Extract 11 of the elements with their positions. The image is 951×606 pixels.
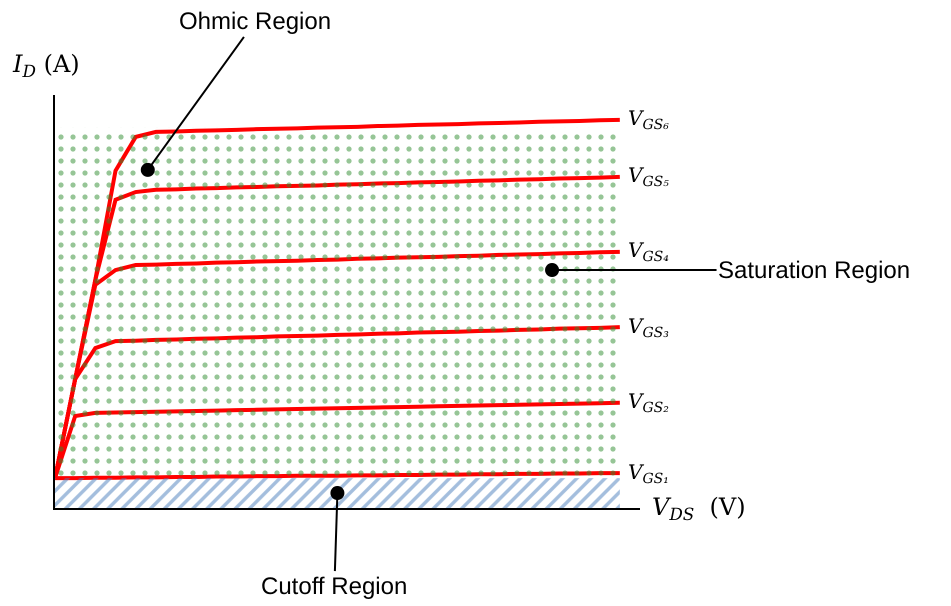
y-axis-title: I$_{D}$ (A)	[12, 50, 80, 82]
text: Ohmic Region	[179, 8, 332, 35]
series-label: V$_{GS₃}$	[628, 314, 670, 342]
band-label: Saturation Region	[718, 257, 910, 284]
band-label: Cutoff Region	[261, 573, 408, 600]
series-label: V$_{GS₆}$	[628, 106, 670, 134]
series-label: V$_{GS₅}$	[628, 163, 670, 190]
series-label: V$_{GS₂}$	[628, 389, 670, 416]
series-label: V$_{GS₄}$	[628, 238, 670, 266]
x-axis-title: V$_{DS}$ (V)	[652, 493, 746, 524]
series-label: V$_{GS₁}$	[628, 460, 669, 488]
